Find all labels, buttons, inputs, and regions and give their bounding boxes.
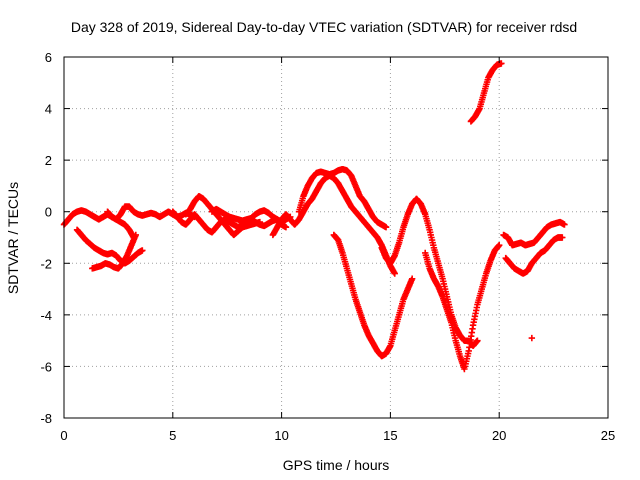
x-tick-label: 10: [274, 428, 288, 443]
series-arc-l: [422, 242, 503, 373]
y-tick-label: 6: [45, 50, 52, 65]
x-tick-label: 15: [383, 428, 397, 443]
data-point: [498, 60, 505, 67]
data-point: [528, 334, 536, 342]
y-tick-label: 0: [45, 205, 52, 220]
x-tick-label: 20: [492, 428, 506, 443]
data-point: [496, 242, 503, 249]
x-tick-label: 25: [601, 428, 615, 443]
data-point: [139, 247, 146, 254]
y-tick-label: 4: [45, 102, 52, 117]
x-tick-label: 0: [60, 428, 67, 443]
series-arc-p: [528, 334, 536, 342]
data-point: [132, 231, 140, 239]
series-arc-a: [60, 207, 137, 241]
data-point: [382, 223, 390, 231]
axis-ticks: 0 5 10 15 20 25 -8 -6 -4 -2 0 2 4 6: [40, 50, 615, 443]
data-point: [282, 223, 290, 231]
y-tick-label: -4: [40, 308, 52, 323]
plot-frame: [63, 56, 609, 419]
data-point: [474, 337, 481, 344]
series-arc-j: [330, 231, 416, 360]
y-tick-label: -6: [40, 359, 52, 374]
y-tick-label: -2: [40, 256, 52, 271]
series-arc-e: [182, 193, 264, 239]
data-points: [60, 60, 568, 373]
series-arc-m: [467, 60, 505, 125]
data-point: [561, 221, 568, 228]
series-arc-g: [208, 205, 294, 226]
y-axis-label: SDTVAR / TECUs: [5, 182, 21, 294]
series-arc-b: [73, 226, 146, 267]
y-tick-label: 2: [45, 153, 52, 168]
series-arc-d: [104, 203, 198, 223]
series-arc-o: [502, 234, 566, 277]
series-arc-n: [500, 218, 568, 249]
grid: [64, 57, 608, 418]
data-point: [408, 275, 416, 282]
x-axis-label: GPS time / hours: [283, 457, 390, 473]
series-arc-k: [378, 195, 481, 349]
data-point: [559, 234, 566, 241]
y-tick-label: -8: [40, 411, 52, 426]
series-arc-c: [89, 231, 140, 272]
chart-title: Day 328 of 2019, Sidereal Day-to-day VTE…: [71, 19, 577, 35]
data-point: [391, 270, 398, 277]
series-arc-i: [295, 165, 390, 231]
x-tick-label: 5: [169, 428, 176, 443]
